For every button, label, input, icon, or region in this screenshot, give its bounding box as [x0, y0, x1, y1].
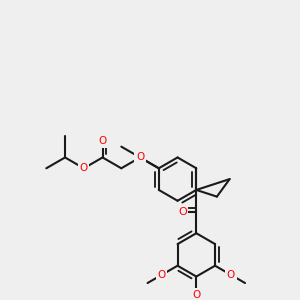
Text: O: O — [227, 270, 235, 280]
Text: O: O — [80, 163, 88, 173]
Text: O: O — [136, 152, 144, 163]
Text: O: O — [192, 290, 200, 300]
Text: O: O — [178, 207, 187, 217]
Text: O: O — [136, 152, 144, 163]
Text: O: O — [98, 136, 107, 146]
Text: O: O — [158, 270, 166, 280]
